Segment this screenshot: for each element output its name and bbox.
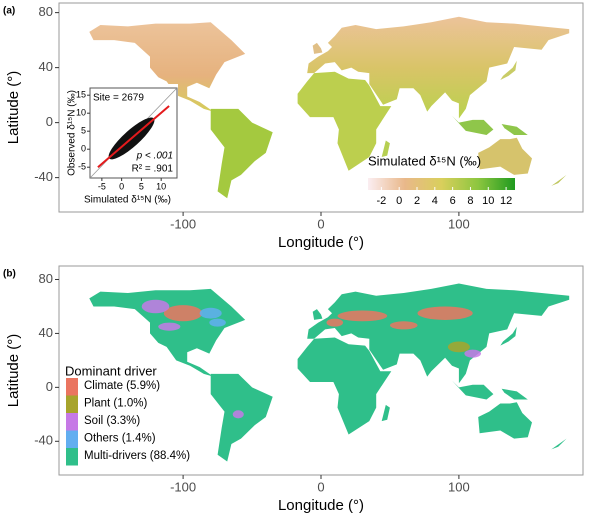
legend-swatch <box>66 395 78 413</box>
driver-patch <box>209 318 226 327</box>
legend-swatch <box>66 413 78 431</box>
x-tick-label: -100 <box>170 479 196 494</box>
inset-x-tick-label: 10 <box>156 181 166 191</box>
y-tick-label: 40 <box>39 59 53 74</box>
landmass <box>381 140 390 157</box>
x-tick-label: 100 <box>448 216 470 231</box>
legend-label: Multi-drivers (88.4%) <box>84 450 190 462</box>
legend-title: Dominant driver <box>65 363 157 378</box>
landmass <box>307 283 570 384</box>
x-tick-label: 0 <box>317 479 324 494</box>
driver-patch <box>447 341 470 353</box>
y-tick-label: 80 <box>39 4 53 19</box>
colorbar-tick-label: 6 <box>450 195 456 207</box>
colorbar-title: Simulated δ¹⁵N (‰) <box>368 153 481 168</box>
y-axis-title: Latitude (°) <box>5 71 22 145</box>
landmass <box>478 402 532 439</box>
legend-swatch <box>66 448 78 466</box>
inset-y-tick-label: 10 <box>76 108 86 118</box>
map-b <box>89 283 570 462</box>
y-tick-label: 40 <box>39 325 53 340</box>
driver-patch <box>464 349 481 358</box>
landmass <box>478 137 532 175</box>
y-tick-label: 0 <box>46 379 53 394</box>
landmass <box>210 373 273 462</box>
fit-line <box>97 105 170 168</box>
y-tick-label: -40 <box>34 433 53 448</box>
y-tick-label: -40 <box>34 169 53 184</box>
legend-label: Soil (3.3%) <box>84 415 140 427</box>
driver-patch <box>337 310 388 322</box>
inset-x-title: Simulated δ¹⁵N (‰) <box>84 195 171 206</box>
x-tick-label: 100 <box>448 479 470 494</box>
driver-patch <box>141 299 170 314</box>
legend-label: Climate (5.9%) <box>84 380 160 392</box>
legend-label: Plant (1.0%) <box>84 398 147 410</box>
driver-patch <box>326 318 344 327</box>
colorbar-tick-label: -2 <box>376 195 386 207</box>
legend-swatch <box>66 430 78 448</box>
landmass <box>297 337 392 435</box>
driver-patch <box>389 321 418 330</box>
inset-r2: R² = .901 <box>132 164 174 175</box>
driver-patch <box>417 306 473 320</box>
x-tick-label: 0 <box>317 216 324 231</box>
legend-swatch <box>66 378 78 396</box>
panel-label: (a) <box>3 6 15 17</box>
landmass <box>501 124 528 135</box>
inset-y-tick-label: 15 <box>76 90 86 100</box>
colorbar-tick-label: 0 <box>396 195 402 207</box>
inset-p-value: p < .001 <box>136 151 173 162</box>
y-tick-label: 80 <box>39 271 53 286</box>
x-axis-title: Longitude (°) <box>278 497 364 514</box>
x-tick-label: -100 <box>170 216 196 231</box>
colorbar-tick-label: 10 <box>482 195 494 207</box>
landmass <box>500 60 517 80</box>
colorbar-tick-label: 8 <box>467 195 473 207</box>
inset-y-title: Observed δ¹⁵N (‰) <box>67 90 78 176</box>
landmass <box>312 42 323 54</box>
x-axis-title: Longitude (°) <box>278 234 364 251</box>
inset-x-tick-label: 0 <box>119 181 124 191</box>
inset-x-tick-label: -5 <box>98 181 106 191</box>
driver-patch <box>199 307 222 319</box>
landmass <box>312 309 323 320</box>
landmass <box>452 115 494 135</box>
colorbar-tick-label: 12 <box>500 195 512 207</box>
driver-patch <box>158 322 181 331</box>
landmass <box>89 22 246 112</box>
inset-x-tick-label: 5 <box>139 181 144 191</box>
y-tick-label: 0 <box>46 114 53 129</box>
driver-patch <box>163 305 203 322</box>
colorbar-tick-label: 4 <box>432 195 438 207</box>
legend-label: Others (1.4%) <box>84 433 156 445</box>
landmass <box>307 16 570 119</box>
landmass <box>501 388 528 400</box>
inset-y-tick-label: -5 <box>78 162 86 172</box>
inset-annotation: Site = 2679 <box>93 93 144 104</box>
colorbar <box>368 178 515 190</box>
map-a <box>89 16 570 199</box>
inset-y-tick-label: 5 <box>81 126 86 136</box>
landmass <box>210 108 273 199</box>
landmass <box>452 380 494 400</box>
inset-y-tick-label: 0 <box>81 144 86 154</box>
landmass <box>381 404 390 422</box>
colorbar-tick-label: 2 <box>414 195 420 207</box>
panel-label: (b) <box>3 269 16 280</box>
landmass <box>500 326 517 346</box>
landmass <box>297 71 392 171</box>
y-axis-title: Latitude (°) <box>5 334 22 408</box>
driver-patch <box>232 410 244 419</box>
